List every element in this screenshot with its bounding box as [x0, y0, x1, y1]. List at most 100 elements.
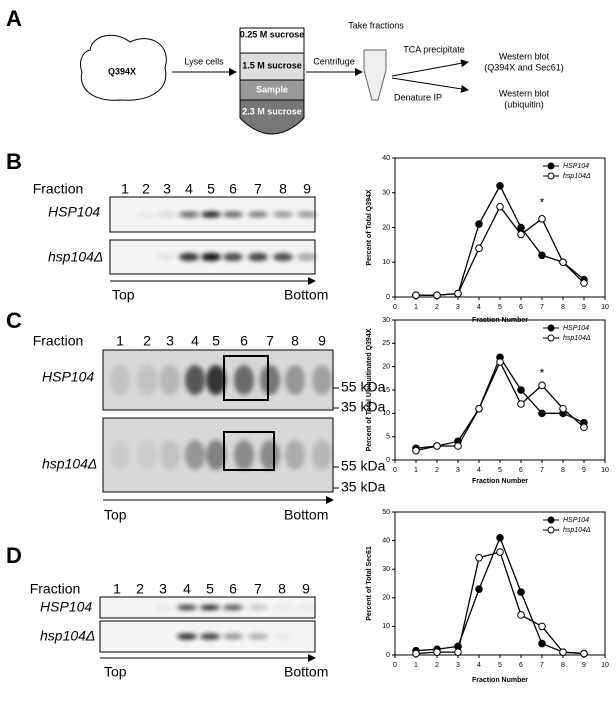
band	[234, 365, 254, 395]
point	[496, 358, 504, 366]
top-label: Top	[104, 664, 127, 680]
y-tick-label: 15	[382, 387, 390, 394]
x-tick-label: 10	[601, 304, 609, 311]
y-axis-label: Percent of Total Sec61	[366, 546, 373, 621]
lane-label: HSP104	[48, 204, 100, 220]
x-tick-label: 6	[519, 304, 523, 311]
x-tick-label: 0	[393, 467, 397, 474]
cell	[79, 34, 167, 101]
y-tick-label: 40	[382, 155, 390, 162]
point	[454, 648, 462, 656]
band	[223, 211, 243, 218]
fraction-number: 5	[212, 333, 220, 349]
x-tick-label: 1	[414, 662, 418, 669]
band	[248, 633, 268, 640]
band	[285, 440, 305, 470]
fraction-number: 9	[318, 333, 326, 349]
step: TCA precipitate	[403, 44, 465, 54]
band	[110, 365, 130, 395]
band	[185, 440, 205, 470]
band	[312, 365, 332, 395]
y-tick-label: 0	[386, 294, 390, 301]
legend-label: HSP104	[563, 325, 589, 332]
fraction-number: 2	[136, 581, 144, 597]
x-tick-label: 9	[582, 662, 586, 669]
band	[157, 211, 177, 218]
x-tick-label: 2	[435, 467, 439, 474]
legend-marker	[547, 162, 555, 170]
fraction-number: 2	[142, 181, 150, 197]
point	[475, 404, 483, 413]
bottom-label: Bottom	[284, 507, 328, 523]
step: Denature IP	[394, 92, 442, 102]
series-line	[415, 355, 585, 449]
x-tick-label: 0	[393, 662, 397, 669]
tube	[363, 49, 387, 101]
fraction-number: 3	[166, 333, 174, 349]
band	[206, 365, 226, 395]
band	[223, 605, 243, 610]
point	[475, 585, 483, 594]
y-tick-label: 30	[382, 317, 390, 324]
fraction-number: 1	[116, 333, 124, 349]
panel-label: A	[6, 6, 22, 31]
band	[185, 365, 205, 395]
point	[517, 386, 525, 394]
y-tick-label: 50	[382, 509, 390, 516]
marker-label: 35 kDa	[341, 399, 386, 415]
layer	[239, 52, 305, 81]
legend-marker	[547, 334, 555, 342]
y-tick-label: 30	[382, 190, 390, 197]
band	[248, 605, 268, 610]
band	[137, 365, 157, 395]
x-tick-label: 7	[540, 467, 544, 474]
point	[538, 622, 546, 631]
point	[517, 223, 525, 232]
x-tick-label: 10	[601, 467, 609, 474]
band	[296, 605, 316, 610]
x-tick-label: 1	[414, 467, 418, 474]
band	[223, 253, 243, 261]
legend-label: HSP104	[563, 163, 589, 170]
point	[496, 533, 504, 542]
x-tick-label: 8	[561, 467, 565, 474]
fraction-number: 9	[302, 581, 310, 597]
band	[153, 605, 173, 610]
result: Western blot	[499, 51, 550, 61]
marker-label: 55 kDa	[341, 458, 386, 474]
point	[496, 548, 504, 556]
x-tick-label: 9	[582, 467, 586, 474]
x-tick-label: 3	[456, 304, 460, 311]
lane-label: hsp104Δ	[42, 456, 97, 472]
point	[580, 279, 588, 287]
point	[559, 258, 567, 267]
panel-label: B	[6, 149, 22, 174]
x-tick-label: 0	[393, 304, 397, 311]
point	[433, 442, 441, 450]
annotation: *	[540, 366, 545, 380]
step: Centrifuge	[313, 56, 355, 66]
x-tick-label: 5	[498, 304, 502, 311]
x-tick-label: 2	[435, 662, 439, 669]
point	[433, 291, 441, 300]
x-tick-label: 9	[582, 304, 586, 311]
x-axis-label: Fraction Number	[472, 478, 528, 485]
x-tick-label: 3	[456, 467, 460, 474]
marker-label: 35 kDa	[341, 479, 386, 495]
schematic: Q394X Lyse cells 0.25 M sucrose 1.5 M su…	[79, 20, 564, 135]
fraction-number: 3	[163, 181, 171, 197]
series-line	[416, 184, 585, 296]
point	[412, 446, 420, 455]
legend-label: hsp104Δ	[563, 173, 591, 180]
band	[260, 365, 280, 395]
y-tick-label: 10	[382, 410, 390, 417]
legend-marker	[547, 516, 555, 524]
step: Take fractions	[348, 20, 404, 30]
band	[312, 440, 332, 470]
fraction-number: 5	[206, 581, 214, 597]
x-tick-label: 6	[519, 467, 523, 474]
band	[160, 440, 180, 470]
band	[200, 605, 220, 610]
point	[580, 423, 588, 432]
y-tick-label: 40	[382, 537, 390, 544]
